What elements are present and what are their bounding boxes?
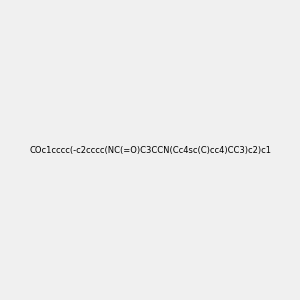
Text: COc1cccc(-c2cccc(NC(=O)C3CCN(Cc4sc(C)cc4)CC3)c2)c1: COc1cccc(-c2cccc(NC(=O)C3CCN(Cc4sc(C)cc4… [29,146,271,154]
